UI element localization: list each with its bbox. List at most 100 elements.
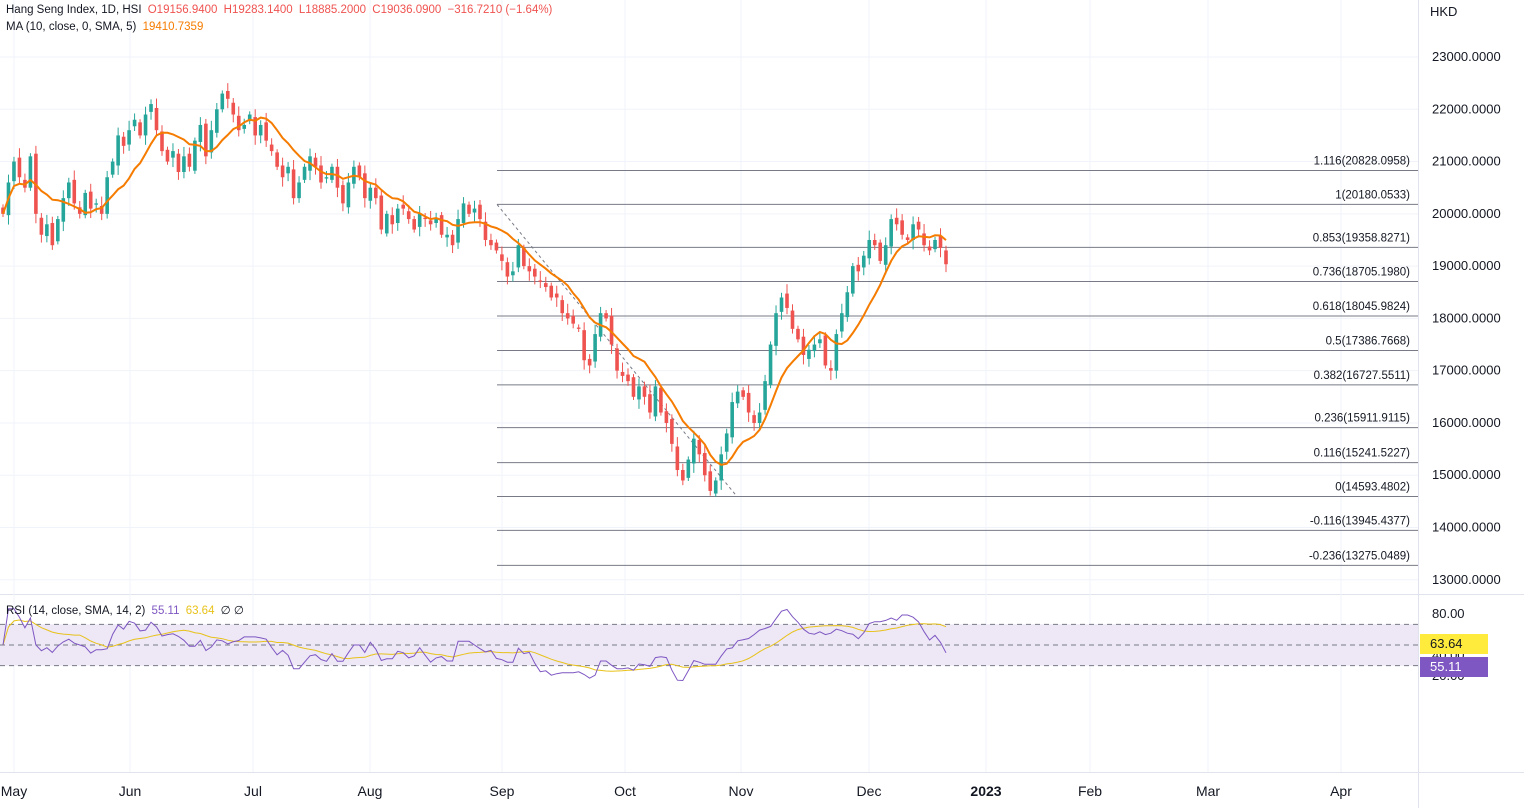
time-tick-label: Sep [490, 783, 515, 799]
time-tick-label: Feb [1078, 783, 1102, 799]
open-value: O19156.9400 [147, 4, 218, 16]
rsi-value: 55.11 [151, 605, 180, 617]
time-tick-label: May [1, 783, 27, 799]
candle-body [171, 151, 175, 158]
candle-body [324, 177, 329, 179]
candle-body [390, 215, 395, 225]
candle-body [615, 348, 619, 371]
candle-body [823, 335, 828, 366]
candle-body [302, 166, 307, 180]
candle-body [176, 153, 181, 173]
candle-body [275, 152, 279, 167]
candle-body [121, 136, 126, 146]
price-tick-label: 20000.0000 [1432, 206, 1501, 221]
time-tick-label: 2023 [970, 783, 1001, 799]
candle-body [840, 313, 844, 332]
candle-body [741, 390, 745, 397]
rsi-tick-label: 80.00 [1432, 606, 1465, 621]
candle-body [253, 117, 257, 136]
candle-body [50, 222, 55, 246]
candle-body [587, 358, 592, 366]
price-tick-label: 15000.0000 [1432, 467, 1501, 482]
candle-body [785, 293, 789, 308]
candle-body [549, 285, 554, 298]
price-tick-label: 13000.0000 [1432, 572, 1501, 587]
candle-body [834, 334, 839, 371]
change-value: −316.7210 (−1.64%) [447, 4, 553, 16]
candle-body [818, 339, 822, 344]
candle-body [900, 220, 904, 235]
currency-label: HKD [1430, 4, 1458, 19]
candle-body [730, 402, 734, 438]
candle-body [319, 165, 323, 183]
candle-body [653, 386, 658, 417]
fib-level-label: 0.5(17386.7668) [1326, 335, 1411, 347]
candle-body [692, 438, 696, 464]
candle-body [626, 374, 630, 382]
candle-body [593, 334, 597, 362]
candle-body [77, 207, 82, 214]
candle-body [856, 264, 861, 272]
candle-body [648, 394, 652, 413]
candle-body [735, 391, 740, 404]
price-tick-label: 23000.0000 [1432, 49, 1501, 64]
candle-body [708, 471, 713, 491]
candle-body [72, 179, 77, 204]
candle-body [872, 239, 877, 246]
candle-body [637, 386, 641, 400]
candle-body [472, 208, 477, 213]
candle-body [231, 102, 236, 115]
fib-level-label: -0.116(13945.4377) [1310, 515, 1410, 527]
fib-level-label: 0.736(18705.1980) [1313, 267, 1410, 279]
candle-body [927, 246, 932, 251]
candle-body [374, 187, 378, 199]
candle-body [702, 453, 707, 476]
candle-body [379, 195, 384, 230]
candle-body [933, 239, 937, 250]
candle-body [812, 344, 817, 352]
candle-body [138, 122, 142, 136]
candle-body [160, 131, 164, 152]
candle-body [242, 124, 247, 129]
candle-body [713, 480, 718, 494]
candle-body [395, 208, 400, 223]
high-value: H19283.1400 [223, 4, 293, 16]
fib-level-label: 0.618(18045.9824) [1313, 301, 1410, 313]
price-tick-label: 16000.0000 [1432, 415, 1501, 430]
candle-body [642, 386, 647, 397]
symbol-name: Hang Seng Index, 1D, HSI [6, 4, 142, 16]
candle-body [845, 292, 850, 318]
candle-body [1, 207, 5, 214]
candle-body [790, 310, 795, 329]
candle-body [143, 114, 148, 136]
price-tick-label: 21000.0000 [1432, 154, 1501, 169]
ma-legend: MA (10, close, 0, SMA, 5) 19410.7359 [6, 21, 206, 33]
price-tick-label: 19000.0000 [1432, 258, 1501, 273]
candle-body [829, 368, 833, 371]
ma-label: MA (10, close, 0, SMA, 5) [6, 21, 137, 33]
price-tick-label: 14000.0000 [1432, 520, 1501, 535]
time-tick-label: Dec [857, 783, 882, 799]
candle-body [719, 454, 724, 481]
candle-body [752, 415, 756, 423]
rsi-badge: 55.11 [1420, 657, 1488, 677]
candle-body [132, 119, 137, 127]
candle-body [412, 219, 416, 230]
candle-body [511, 271, 515, 276]
fib-level-label: 1(20180.0533) [1335, 189, 1410, 201]
candle-body [620, 371, 625, 376]
candle-body [236, 115, 241, 131]
candle-body [445, 234, 449, 238]
rsi-line [2, 608, 947, 682]
candle-body [417, 213, 422, 227]
candle-body [560, 300, 565, 314]
candle-body [763, 381, 767, 410]
candle-body [675, 446, 680, 471]
candle-body [56, 219, 60, 242]
ma-line [2, 116, 947, 466]
rsi-legend: RSI (14, close, SMA, 14, 2) 55.11 63.64 … [6, 603, 247, 617]
candle-body [697, 439, 702, 455]
candle-body [631, 377, 636, 397]
candle-body [757, 412, 762, 423]
